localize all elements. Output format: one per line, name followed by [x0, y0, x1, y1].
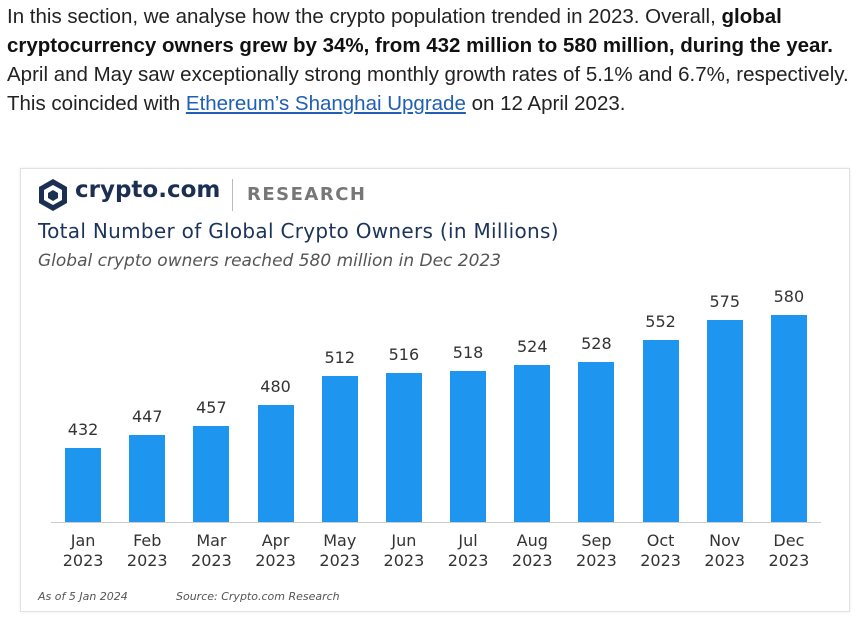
- bar: [193, 425, 230, 522]
- chart-subtitle: Global crypto owners reached 580 million…: [38, 251, 502, 271]
- value-label: 580: [773, 287, 805, 306]
- bar: [578, 361, 615, 522]
- note: Source: Crypto.com Research: [176, 590, 340, 603]
- value-label: 518: [452, 342, 484, 362]
- x-tick-label: Oct 2023: [640, 531, 681, 570]
- chart: crypto.com RESEARCH Total Number of Glob…: [20, 168, 850, 612]
- text: April and May saw exceptionally strong m…: [7, 63, 849, 115]
- bar: [450, 370, 487, 522]
- x-tick-label: Jan 2023: [62, 531, 104, 570]
- value-label: 480: [260, 377, 291, 396]
- value-label: 524: [516, 337, 548, 357]
- value-label: 457: [196, 397, 227, 417]
- bar: [65, 448, 102, 522]
- x-tick-label: Jun 2023: [383, 531, 425, 570]
- note: As of 5 Jan 2024: [38, 590, 128, 603]
- bar: [129, 434, 166, 522]
- x-tick-label: Mar 2023: [191, 531, 232, 570]
- value-label: 512: [324, 348, 356, 368]
- link[interactable]: Ethereum’s Shanghai Upgrade: [185, 92, 466, 115]
- bar: [257, 405, 294, 522]
- bar: [385, 372, 422, 522]
- x-tick-label: Nov 2023: [704, 531, 746, 570]
- baseline: [51, 522, 821, 523]
- bar: [706, 319, 743, 522]
- text: In this section, we analyse how the cryp…: [7, 5, 722, 28]
- value-label: 575: [709, 291, 741, 311]
- value-label: 552: [645, 312, 676, 332]
- value-label: 447: [131, 406, 163, 426]
- x-tick-label: Feb 2023: [126, 531, 168, 570]
- value-label: 516: [388, 344, 420, 364]
- bold-text: global cryptocurrency owners grew by 34%…: [7, 5, 833, 57]
- x-tick-label: Apr 2023: [255, 531, 296, 570]
- bar: [321, 376, 358, 522]
- x-tick-label: Jul 2023: [447, 531, 489, 570]
- bar: [514, 365, 551, 522]
- x-tick-label: May 2023: [319, 531, 361, 570]
- bar: [770, 315, 807, 522]
- bar: [642, 340, 679, 522]
- text: on 12 April 2023.: [465, 92, 626, 115]
- x-tick-label: Dec 2023: [768, 531, 810, 570]
- brand: crypto.com: [75, 177, 221, 203]
- paragraph: In this section, we analyse how the cryp…: [7, 2, 853, 118]
- x-tick-label: Sep 2023: [576, 531, 617, 570]
- logo: [39, 179, 67, 211]
- x-tick-label: Aug 2023: [511, 531, 553, 570]
- value-label: 432: [67, 420, 99, 440]
- section-label: RESEARCH: [247, 184, 367, 205]
- value-label: 528: [581, 333, 612, 353]
- separator: [232, 179, 233, 211]
- chart-title: Total Number of Global Crypto Owners (in…: [38, 219, 559, 243]
